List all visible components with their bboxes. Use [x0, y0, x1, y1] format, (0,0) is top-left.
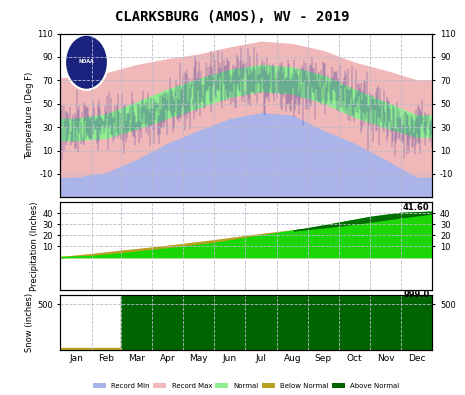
- Text: CLARKSBURG (AMOS), WV - 2019: CLARKSBURG (AMOS), WV - 2019: [115, 10, 350, 24]
- Y-axis label: Temperature (Deg F): Temperature (Deg F): [25, 72, 34, 159]
- Y-axis label: Precipitation (Inches): Precipitation (Inches): [30, 201, 40, 291]
- Text: 41.60: 41.60: [403, 203, 429, 213]
- Text: 999.0: 999.0: [403, 290, 429, 299]
- Legend: Record Min, Record Max, Normal, Below Normal, Above Normal: Record Min, Record Max, Normal, Below No…: [91, 380, 402, 391]
- Y-axis label: Snow (inches): Snow (inches): [25, 293, 34, 352]
